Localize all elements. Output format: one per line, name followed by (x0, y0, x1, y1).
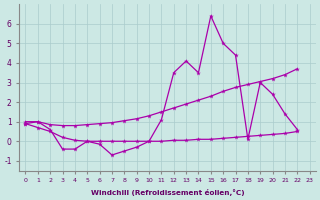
X-axis label: Windchill (Refroidissement éolien,°C): Windchill (Refroidissement éolien,°C) (91, 189, 244, 196)
